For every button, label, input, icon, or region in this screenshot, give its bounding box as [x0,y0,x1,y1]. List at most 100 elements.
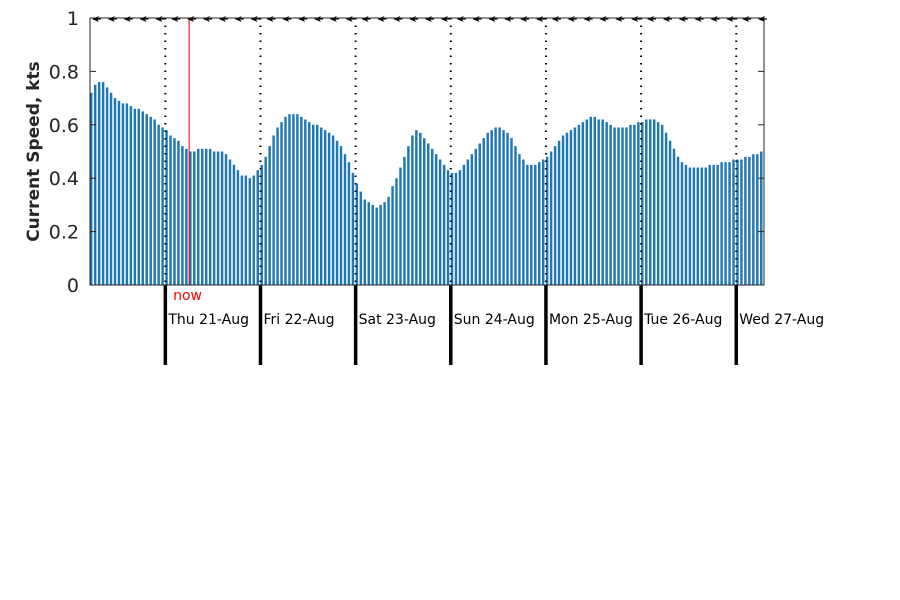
speed-bar [629,124,632,285]
speed-bar [411,135,414,285]
speed-bar [141,111,144,285]
day-label: Wed 27-Aug [739,312,824,328]
speed-bar [161,127,164,285]
speed-bar [438,159,442,285]
speed-bar [323,130,327,285]
speed-bar [534,164,537,285]
speed-bar [177,140,180,285]
speed-bar [288,114,291,286]
speed-bar [173,138,176,285]
speed-bar [280,122,283,285]
day-label: Thu 21-Aug [167,312,249,328]
speed-bar [276,127,279,285]
y-axis-label: Current Speed, kts [24,61,44,242]
speed-bar [720,162,723,285]
speed-bar [300,116,303,285]
speed-bar [589,116,593,285]
speed-bar [308,122,311,285]
speed-bar [641,122,644,285]
speed-bar [169,135,172,285]
speed-bar [597,119,600,286]
speed-bar [672,148,676,285]
speed-bar [284,116,287,285]
speed-bar [625,127,628,285]
speed-bar [728,162,731,285]
speed-bar [510,138,513,285]
speed-bar [526,164,529,285]
speed-bar [347,162,351,285]
day-label: Sat 23-Aug [359,312,436,328]
speed-bar [296,114,299,286]
speed-bar [736,159,739,285]
day-dividers [163,18,738,365]
speed-bar [708,164,711,285]
speed-bar [442,164,446,285]
speed-bar [538,162,541,285]
speed-bar [712,164,715,285]
speed-bar [387,196,390,285]
speed-bar [454,172,458,285]
speed-bar [577,124,581,285]
speed-bar [446,170,450,285]
speed-bars [90,82,763,286]
speed-bar [549,151,553,285]
y-tick-label: 1 [67,8,79,30]
speed-bar [212,151,216,285]
speed-bar [363,199,367,285]
speed-bar [101,82,105,285]
speed-bar [593,116,596,285]
speed-bar [684,164,688,285]
speed-bar [581,122,585,285]
speed-bar [676,156,680,285]
speed-bar [700,167,704,285]
speed-bar [272,135,275,285]
speed-bar [601,119,604,286]
day-label: Mon 25-Aug [549,312,633,328]
speed-bar [97,82,101,285]
speed-bar [248,178,252,285]
speed-bar [407,146,410,285]
speed-bar [427,143,430,285]
speed-bar [268,146,271,285]
speed-bar [541,159,545,285]
speed-bar [208,148,212,285]
speed-bar [609,124,612,285]
speed-bar [216,151,220,285]
speed-bar [319,127,323,285]
speed-bar [181,146,184,285]
speed-bar [391,186,394,285]
speed-bar [680,162,684,285]
speed-bar [652,119,656,286]
speed-bar [327,132,331,285]
speed-bar [474,148,478,285]
speed-bar [688,167,692,285]
speed-bar [637,122,640,285]
speed-bar [153,119,156,286]
speed-bar [522,159,525,285]
speed-bar [232,164,236,285]
speed-bar [605,122,608,285]
speed-bar [530,164,533,285]
speed-bar [470,154,474,285]
speed-bar [514,146,517,285]
speed-bar [240,175,244,285]
speed-bar [482,138,485,285]
speed-bar [117,100,121,286]
speed-bar [423,138,426,285]
speed-bar [466,159,470,285]
speed-bar [486,132,489,285]
speed-bar [399,167,402,285]
speed-bar [197,148,200,285]
speed-bar [732,159,735,285]
speed-bar [264,156,267,285]
speed-bar [545,156,549,285]
speed-bar [304,119,307,286]
speed-bar [315,124,319,285]
speed-bar [565,132,569,285]
speed-bar [395,178,398,285]
speed-bar [569,130,573,285]
speed-bar [224,154,228,285]
speed-bar [90,92,93,285]
speed-bar [617,127,620,285]
